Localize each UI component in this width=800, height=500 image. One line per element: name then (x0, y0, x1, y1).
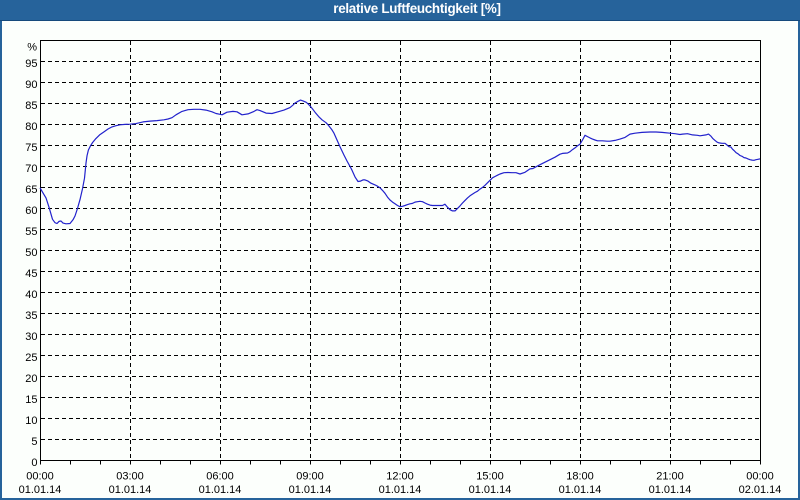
svg-text:5: 5 (31, 436, 37, 448)
svg-text:06:00: 06:00 (206, 471, 234, 483)
svg-text:75: 75 (25, 142, 37, 154)
svg-text:40: 40 (25, 289, 37, 301)
svg-text:01.01.14: 01.01.14 (289, 484, 332, 496)
svg-text:25: 25 (25, 352, 37, 364)
svg-text:03:00: 03:00 (116, 471, 144, 483)
svg-text:70: 70 (25, 163, 37, 175)
svg-text:%: % (27, 42, 37, 54)
svg-text:30: 30 (25, 331, 37, 343)
svg-text:01.01.14: 01.01.14 (469, 484, 512, 496)
svg-text:60: 60 (25, 205, 37, 217)
svg-text:02.01.14: 02.01.14 (739, 484, 782, 496)
svg-text:65: 65 (25, 184, 37, 196)
svg-text:55: 55 (25, 226, 37, 238)
svg-text:01.01.14: 01.01.14 (379, 484, 422, 496)
svg-text:01.01.14: 01.01.14 (109, 484, 152, 496)
svg-text:15: 15 (25, 394, 37, 406)
svg-text:10: 10 (25, 415, 37, 427)
svg-text:15:00: 15:00 (476, 471, 504, 483)
svg-text:85: 85 (25, 100, 37, 112)
svg-text:90: 90 (25, 79, 37, 91)
svg-text:01.01.14: 01.01.14 (19, 484, 62, 496)
svg-text:01.01.14: 01.01.14 (649, 484, 692, 496)
svg-text:21:00: 21:00 (656, 471, 684, 483)
svg-text:01.01.14: 01.01.14 (199, 484, 242, 496)
svg-text:95: 95 (25, 58, 37, 70)
svg-text:09:00: 09:00 (296, 471, 324, 483)
svg-text:0: 0 (31, 457, 37, 469)
svg-text:80: 80 (25, 121, 37, 133)
svg-text:18:00: 18:00 (566, 471, 594, 483)
svg-text:35: 35 (25, 310, 37, 322)
svg-text:50: 50 (25, 247, 37, 259)
svg-text:01.01.14: 01.01.14 (559, 484, 602, 496)
svg-text:00:00: 00:00 (746, 471, 774, 483)
svg-text:00:00: 00:00 (26, 471, 54, 483)
svg-text:45: 45 (25, 268, 37, 280)
svg-text:20: 20 (25, 373, 37, 385)
svg-text:12:00: 12:00 (386, 471, 414, 483)
